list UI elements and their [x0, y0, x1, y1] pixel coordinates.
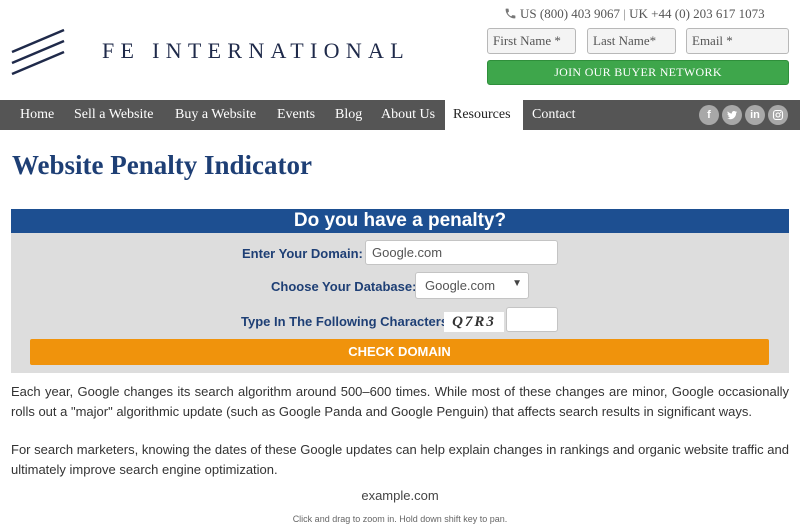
chart-title: example.com	[361, 488, 439, 503]
last-name-field[interactable]: Last Name*	[587, 28, 676, 54]
phone-separator: |	[623, 6, 626, 21]
logo-text: FE INTERNATIONAL	[102, 38, 410, 63]
database-select[interactable]: Google.com ▼	[415, 272, 529, 299]
nav-item-buy-a-website[interactable]: Buy a Website	[175, 107, 257, 122]
join-buyer-network-button[interactable]: JOIN OUR BUYER NETWORK	[487, 60, 789, 85]
check-domain-button[interactable]: CHECK DOMAIN	[30, 339, 769, 365]
main-nav: Home Sell a Website Buy a Website Events…	[0, 100, 800, 130]
phone-us[interactable]: US (800) 403 9067	[520, 6, 621, 21]
facebook-icon[interactable]: f	[699, 105, 719, 125]
chevron-down-icon: ▼	[512, 278, 522, 289]
intro-paragraph: Each year, Google changes its search alg…	[11, 384, 789, 419]
logo-mark-icon	[11, 28, 65, 76]
twitter-icon[interactable]	[722, 105, 742, 125]
captcha-image: Q7R3	[444, 312, 504, 332]
domain-label: Enter Your Domain:	[242, 246, 363, 261]
phone-numbers: US (800) 403 9067 | UK +44 (0) 203 617 1…	[504, 6, 765, 22]
nav-item-events[interactable]: Events	[277, 107, 316, 122]
phone-icon	[505, 8, 516, 19]
first-name-field[interactable]: First Name *	[487, 28, 576, 54]
logo[interactable]: FE INTERNATIONAL	[10, 26, 430, 76]
nav-item-about-us[interactable]: About Us	[381, 107, 436, 122]
linkedin-icon[interactable]: in	[745, 105, 765, 125]
nav-item-blog[interactable]: Blog	[335, 107, 363, 122]
instagram-icon[interactable]	[768, 105, 788, 125]
database-label: Choose Your Database:	[271, 279, 417, 294]
chart-zoom-hint: Click and drag to zoom in. Hold down shi…	[292, 514, 508, 524]
domain-input[interactable]: Google.com	[365, 240, 558, 265]
nav-item-home[interactable]: Home	[20, 107, 55, 122]
email-field[interactable]: Email *	[686, 28, 789, 54]
nav-item-sell-a-website[interactable]: Sell a Website	[74, 107, 154, 122]
nav-item-contact[interactable]: Contact	[532, 107, 576, 122]
penalty-form-heading: Do you have a penalty?	[11, 209, 789, 233]
database-selected-value: Google.com	[425, 278, 496, 293]
marketers-paragraph: For search marketers, knowing the dates …	[11, 442, 789, 477]
page-title: Website Penalty Indicator	[12, 150, 312, 180]
captcha-label: Type In The Following Characters:	[241, 314, 453, 329]
nav-item-resources[interactable]: Resources	[445, 100, 523, 130]
captcha-input[interactable]	[506, 307, 558, 332]
phone-uk[interactable]: UK +44 (0) 203 617 1073	[629, 6, 765, 21]
